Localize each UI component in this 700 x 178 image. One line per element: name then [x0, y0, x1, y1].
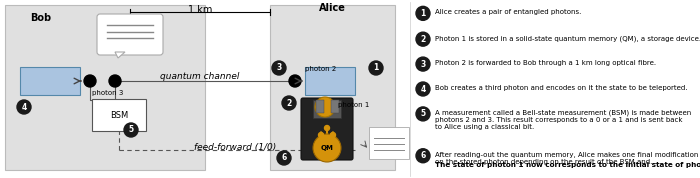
Text: photon 2: photon 2: [305, 66, 336, 72]
FancyBboxPatch shape: [305, 67, 355, 95]
Text: 1: 1: [373, 64, 379, 72]
Text: QM: QM: [321, 145, 333, 151]
Circle shape: [416, 82, 430, 96]
Circle shape: [416, 6, 430, 20]
Text: Alice creates a pair of entangled photons.: Alice creates a pair of entangled photon…: [435, 9, 582, 15]
FancyBboxPatch shape: [5, 5, 205, 170]
Text: 2: 2: [286, 98, 292, 108]
Circle shape: [84, 75, 96, 87]
Text: Photon 1 is stored in a solid-state quantum memory (QM), a storage device.: Photon 1 is stored in a solid-state quan…: [435, 35, 700, 42]
Text: 2: 2: [421, 35, 426, 44]
FancyBboxPatch shape: [316, 100, 324, 113]
Circle shape: [277, 151, 291, 165]
Circle shape: [272, 61, 286, 75]
Circle shape: [325, 125, 330, 130]
Text: 4: 4: [421, 85, 426, 93]
Text: 1: 1: [421, 9, 426, 18]
Text: 5: 5: [128, 125, 134, 135]
Text: BSM: BSM: [110, 111, 128, 119]
Text: After reading-out the quantum memory, Alice makes one final modification
on the : After reading-out the quantum memory, Al…: [435, 152, 699, 165]
Circle shape: [416, 107, 430, 121]
Circle shape: [416, 57, 430, 71]
Text: photon 3: photon 3: [92, 90, 123, 96]
Circle shape: [330, 132, 335, 137]
FancyBboxPatch shape: [270, 5, 395, 170]
FancyBboxPatch shape: [97, 14, 163, 55]
Circle shape: [315, 97, 335, 117]
Text: Bob: Bob: [30, 13, 51, 23]
Text: Bob creates a third photon and encodes on it the state to be teleported.: Bob creates a third photon and encodes o…: [435, 85, 687, 91]
FancyBboxPatch shape: [20, 67, 80, 95]
Text: The state of photon 1 now corresponds to the initial state of photon 3!: The state of photon 1 now corresponds to…: [435, 162, 700, 168]
FancyBboxPatch shape: [369, 127, 409, 159]
Circle shape: [416, 32, 430, 46]
Text: 6: 6: [281, 153, 286, 163]
FancyBboxPatch shape: [313, 100, 341, 118]
Text: quantum channel: quantum channel: [160, 72, 239, 81]
Text: 3: 3: [276, 64, 281, 72]
Circle shape: [313, 134, 341, 162]
Text: A measurement called a Bell-state measurement (BSM) is made between
photons 2 an: A measurement called a Bell-state measur…: [435, 110, 692, 130]
Circle shape: [282, 96, 296, 110]
Text: 4: 4: [22, 103, 27, 111]
Circle shape: [416, 149, 430, 163]
Text: feed-forward (1/0): feed-forward (1/0): [194, 143, 276, 152]
Circle shape: [369, 61, 383, 75]
Circle shape: [318, 132, 323, 137]
Text: Photon 2 is forwarded to Bob through a 1 km long optical fibre.: Photon 2 is forwarded to Bob through a 1…: [435, 60, 656, 66]
Text: photon 1: photon 1: [338, 102, 370, 108]
Polygon shape: [115, 52, 125, 58]
Text: 1 km: 1 km: [188, 5, 212, 15]
Circle shape: [289, 75, 301, 87]
FancyBboxPatch shape: [92, 99, 146, 131]
Circle shape: [124, 123, 138, 137]
Circle shape: [109, 75, 121, 87]
Text: Alice: Alice: [318, 3, 345, 13]
FancyBboxPatch shape: [331, 100, 339, 113]
Text: 5: 5: [421, 109, 426, 118]
FancyBboxPatch shape: [301, 98, 353, 160]
Text: 3: 3: [421, 60, 426, 69]
Text: 6: 6: [421, 151, 426, 160]
Circle shape: [17, 100, 31, 114]
